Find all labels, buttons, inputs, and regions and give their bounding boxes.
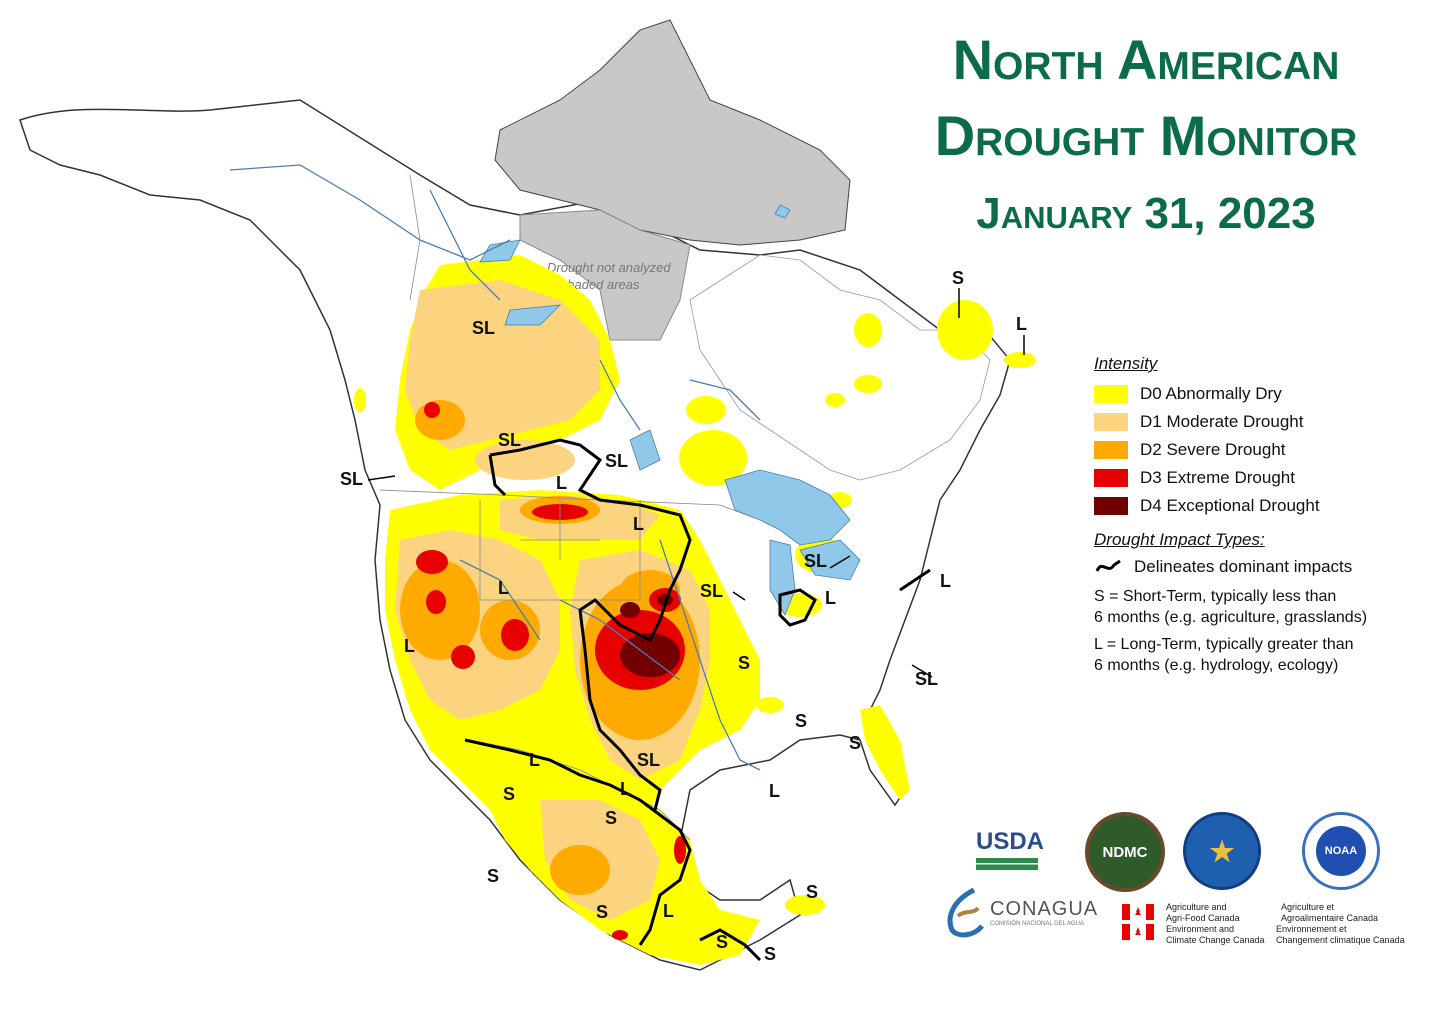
noaa-logo: NOAA (1302, 812, 1380, 890)
intensity-header: Intensity (1094, 354, 1158, 373)
lakes (479, 204, 861, 616)
impact-label: SL (340, 469, 363, 489)
impact-label: S (596, 902, 608, 922)
impact-label: L (404, 636, 415, 656)
page-date: January 31, 2023 (976, 189, 1316, 238)
leader-lines (367, 288, 1025, 678)
long-term-note-line1: L = Long-Term, typically greater than (1094, 636, 1354, 653)
env-fr-line2: Changement climatique Canada (1276, 935, 1405, 945)
impact-label: L (1016, 314, 1027, 334)
env-fr-line1: Environnement et (1276, 924, 1347, 934)
impact-label: L (825, 588, 836, 608)
delineates-label: Delineates dominant impacts (1134, 557, 1353, 576)
env-fr: Environnement et Changement climatique C… (1276, 924, 1405, 946)
agri-en-line2: Agri-Food Canada (1166, 913, 1240, 923)
impact-label: S (806, 882, 818, 902)
impact-label: SL (804, 551, 827, 571)
d4-areas (620, 594, 680, 677)
legend: Intensity D0 Abnormally Dry D1 Moderate … (1094, 354, 1424, 676)
impact-label: L (769, 781, 780, 801)
impact-label: S (849, 733, 861, 753)
short-term-note-line1: S = Short-Term, typically less than (1094, 588, 1337, 605)
commerce-seal: ★ (1183, 812, 1261, 890)
long-term-note-line2: 6 months (e.g. hydrology, ecology) (1094, 657, 1339, 674)
impact-label: SL (637, 750, 660, 770)
arctic-islands (494, 19, 851, 246)
agri-en-line1: Agriculture and (1166, 902, 1227, 912)
delineation-key: Delineates dominant impacts (1094, 554, 1424, 580)
not-analyzed-area (519, 209, 691, 341)
impact-label: L (529, 750, 540, 770)
canada-flag-2 (1122, 924, 1154, 945)
impact-labels: SL SL SL SL L L L SL SL L L L S S SL S L… (340, 268, 1027, 964)
impact-label: S (716, 932, 728, 952)
env-en: Environment and Climate Change Canada (1166, 924, 1265, 946)
agri-fr-line1: Agriculture et (1281, 902, 1335, 912)
impact-label: SL (472, 318, 495, 338)
impact-label: S (795, 711, 807, 731)
impact-label: L (663, 901, 674, 921)
conagua-text: CONAGUA (990, 897, 1099, 920)
impact-label: S (738, 653, 750, 673)
impact-label: L (620, 779, 631, 799)
canada-flag-1 (1122, 904, 1154, 925)
agri-fr-line2: Agroalimentaire Canada (1281, 913, 1379, 923)
long-term-note: L = Long-Term, typically greater than 6 … (1094, 634, 1424, 676)
impact-label: S (952, 268, 964, 288)
env-en-line2: Climate Change Canada (1166, 935, 1265, 945)
delineation-line-icon (1095, 559, 1121, 572)
short-term-note: S = Short-Term, typically less than 6 mo… (1094, 586, 1424, 628)
noaa-logo-text: NOAA (1316, 826, 1366, 876)
legend-label: D2 Severe Drought (1140, 440, 1286, 459)
legend-item-d2: D2 Severe Drought (1094, 436, 1424, 464)
impact-label: SL (700, 581, 723, 601)
page-title-line2: Drought Monitor (934, 104, 1358, 167)
legend-item-d1: D1 Moderate Drought (1094, 408, 1424, 436)
ndmc-logo: NDMC (1085, 812, 1165, 892)
legend-label: D1 Moderate Drought (1140, 412, 1304, 431)
conagua-subtext: COMISIÓN NACIONAL DEL AGUA (990, 920, 1084, 927)
agri-en: Agriculture and Agri-Food Canada (1166, 902, 1240, 924)
agri-fr: Agriculture et Agroalimentaire Canada (1281, 902, 1378, 924)
impact-label: L (940, 571, 951, 591)
legend-item-d0: D0 Abnormally Dry (1094, 380, 1424, 408)
rivers (229, 164, 761, 771)
impact-label: L (556, 473, 567, 493)
legend-item-d4: D4 Exceptional Drought (1094, 492, 1424, 520)
impact-label: S (605, 808, 617, 828)
partner-logos: USDA NDMC ★ NOAA CONAGUA COMISIÓN NACION… (940, 800, 1420, 960)
d3-swatch (1094, 469, 1128, 487)
impact-label: S (503, 784, 515, 804)
d4-swatch (1094, 497, 1128, 515)
usda-stripes (976, 858, 1038, 870)
impact-header: Drought Impact Types: (1094, 530, 1265, 549)
impact-label: SL (605, 451, 628, 471)
env-en-line1: Environment and (1166, 924, 1235, 934)
ndmc-logo-text: NDMC (1102, 843, 1148, 861)
not-analyzed-note-line1: Drought not analyzed (547, 260, 671, 275)
legend-label: D4 Exceptional Drought (1140, 496, 1320, 515)
impact-label: L (633, 514, 644, 534)
page-title-line1: North American (952, 28, 1340, 91)
d0-swatch (1094, 385, 1128, 403)
d2-swatch (1094, 441, 1128, 459)
legend-label: D0 Abnormally Dry (1140, 384, 1282, 403)
legend-item-d3: D3 Extreme Drought (1094, 464, 1424, 492)
impact-label: S (764, 944, 776, 964)
short-term-note-line2: 6 months (e.g. agriculture, grasslands) (1094, 609, 1368, 626)
impact-label: SL (498, 430, 521, 450)
usda-logo-text: USDA (976, 828, 1045, 855)
usda-logo: USDA (976, 828, 1044, 870)
eagle-icon: ★ (1209, 835, 1235, 867)
hudson-bay-region (689, 254, 991, 481)
impact-label: L (498, 578, 509, 598)
conagua-drop-icon (947, 887, 984, 938)
impact-label: S (487, 866, 499, 886)
impact-delineation-lines (464, 438, 931, 962)
impact-label: SL (915, 669, 938, 689)
d1-swatch (1094, 413, 1128, 431)
conagua-logo: CONAGUA COMISIÓN NACIONAL DEL AGUA (944, 886, 1098, 938)
legend-label: D3 Extreme Drought (1140, 468, 1295, 487)
